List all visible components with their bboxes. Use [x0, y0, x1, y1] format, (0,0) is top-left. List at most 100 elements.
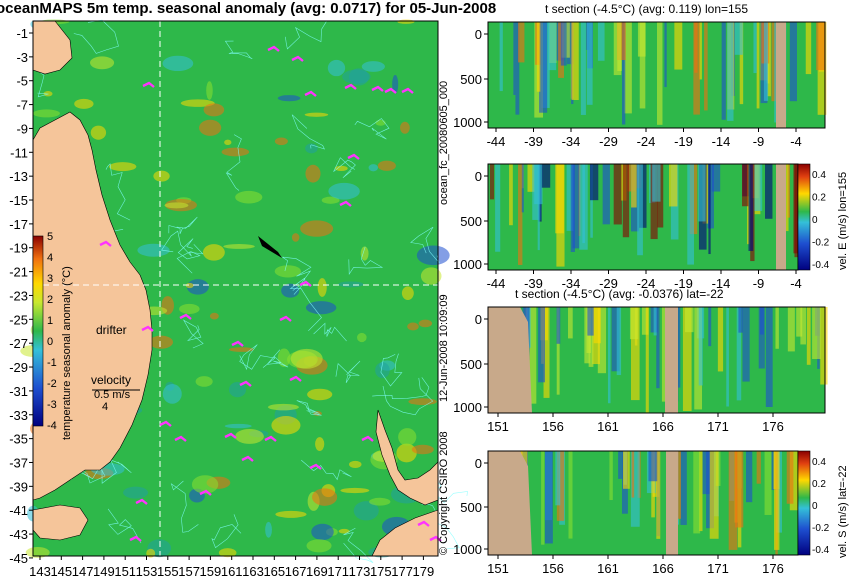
- section-streak: [786, 451, 794, 504]
- section-x-tick-label: -4: [790, 276, 802, 291]
- section-panel-2: 0 500 1000 -44 -39 -34 -29 -24 -19 -14 -9 -4: [453, 163, 802, 291]
- drifter-track: [339, 200, 352, 207]
- anomaly-patch: [348, 68, 369, 86]
- section-y-tick-label: 500: [460, 72, 482, 87]
- anomaly-patch: [90, 125, 107, 140]
- contour-line: [182, 319, 204, 349]
- section-streak: [698, 164, 706, 222]
- map-y-tick-label: -11: [10, 145, 28, 160]
- section-streak: [518, 164, 523, 265]
- section-streak: [589, 164, 599, 201]
- section-panel-1: 0 500 1000 -44 -39 -34 -29 -24 -19 -14 -9 -4: [453, 21, 827, 149]
- section-streak: [709, 451, 719, 539]
- map-x-tick-label: 159: [200, 564, 222, 579]
- section-streak: [806, 307, 811, 365]
- map-x-tick-label: 163: [242, 564, 264, 579]
- anomaly-patch: [203, 103, 225, 117]
- section-streak: [698, 451, 703, 532]
- drifter-track: [299, 280, 312, 287]
- anomaly-patch: [411, 444, 434, 455]
- map-colorbar-tick-label: 4: [47, 252, 53, 264]
- anomaly-patch: [223, 244, 255, 249]
- section-streak: [538, 307, 545, 383]
- section-streak: [693, 451, 701, 534]
- anomaly-patch: [311, 523, 334, 541]
- contour-line: [380, 353, 403, 387]
- drifter-track: [371, 85, 384, 92]
- run-id-label: ocean_fc_20080605_000: [438, 81, 450, 205]
- section-streak: [555, 451, 561, 506]
- section-streak: [656, 451, 661, 539]
- contour-line: [224, 40, 253, 59]
- section-y-tick-label: 1000: [453, 542, 482, 557]
- section-streak: [566, 22, 574, 65]
- contour-line: [313, 322, 347, 342]
- map-x-tick-label: 167: [285, 564, 307, 579]
- map-y-tick-label: -21: [9, 265, 28, 280]
- anomaly-patch: [206, 81, 213, 100]
- new-guinea-land: [32, 20, 73, 75]
- section-x-tick-label: 161: [597, 561, 619, 576]
- anomaly-patch: [274, 137, 288, 146]
- section-streak: [796, 307, 803, 337]
- anomaly-patch: [360, 246, 369, 261]
- velE-colorbar-ticks: 0.4 0.2 0 -0.2 -0.4: [812, 170, 830, 271]
- anomaly-patch: [185, 282, 194, 289]
- section-land-coast: [488, 307, 532, 413]
- section-streak: [597, 307, 607, 374]
- section-streak: [630, 451, 640, 527]
- anomaly-patch: [275, 510, 307, 518]
- section-streak: [789, 451, 798, 511]
- section-streak: [645, 307, 649, 413]
- section-streak: [758, 307, 765, 369]
- drifter-track: [142, 81, 155, 88]
- map-y-tick-label: -5: [16, 74, 28, 89]
- section-streak: [639, 22, 646, 109]
- map-y-tick-label: -15: [9, 193, 28, 208]
- drifter-track: [304, 90, 317, 97]
- drifter-track: [174, 435, 187, 442]
- map-colorbar-tick-label: -4: [47, 420, 57, 432]
- anomaly-patch: [377, 160, 396, 171]
- map-colorbar-tick-label: 3: [47, 273, 53, 285]
- map-y-tick-label: -27: [9, 336, 28, 351]
- drifter-track: [199, 489, 212, 496]
- section-x-tick-label: -34: [562, 134, 581, 149]
- section-streak: [618, 451, 623, 479]
- section-streak: [651, 451, 655, 518]
- map-x-tick-label: 161: [221, 564, 243, 579]
- map-x-tick-label: 157: [178, 564, 200, 579]
- anomaly-patch: [180, 99, 215, 107]
- section-x-tick-label: 176: [762, 561, 784, 576]
- contour-line: [239, 344, 275, 371]
- section-streak: [499, 22, 503, 92]
- drifter-track: [159, 420, 172, 427]
- section-streak: [726, 307, 729, 407]
- section-streak: [541, 451, 545, 545]
- section-streak: [616, 307, 622, 376]
- map-x-tick-label: 165: [263, 564, 285, 579]
- anomaly-patch: [123, 486, 149, 499]
- section-title-top: t section (-4.5°C) (avg: 0.119) lon=155: [545, 2, 749, 16]
- anomaly-patch: [338, 528, 350, 534]
- anomaly-patch: [137, 243, 170, 257]
- map-x-tick-label: 171: [327, 564, 349, 579]
- anomaly-patch: [277, 348, 291, 368]
- contour-line: [170, 480, 199, 533]
- section-streak: [800, 307, 806, 345]
- contour-line: [107, 508, 142, 544]
- section-y-tick-label: 1000: [453, 115, 482, 130]
- anomaly-patch: [221, 147, 250, 157]
- contour-line: [262, 349, 289, 368]
- map-colorbar-tick-label: -1: [47, 357, 57, 369]
- anomaly-patch: [109, 162, 137, 172]
- section-streak: [541, 164, 551, 188]
- section-streak: [756, 22, 760, 109]
- section-streak: [674, 22, 683, 70]
- section-streak: [590, 164, 593, 238]
- section-colorbar-tick-label: 0.4: [812, 457, 826, 468]
- section-streak: [694, 22, 698, 73]
- anomaly-patch: [307, 388, 333, 401]
- anomaly-patch: [418, 319, 433, 328]
